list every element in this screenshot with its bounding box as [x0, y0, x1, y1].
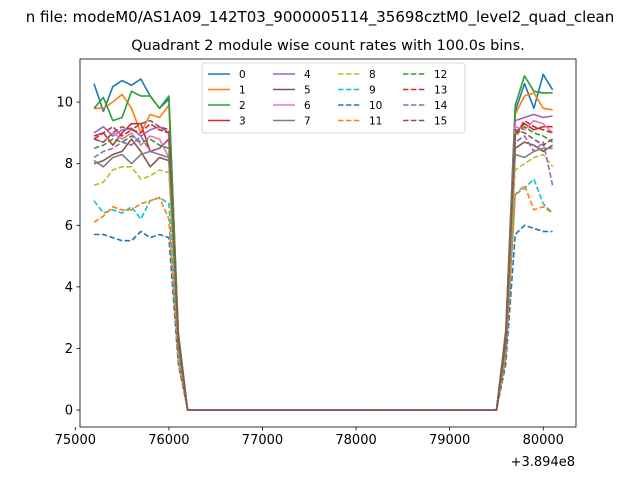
x-tick-label: 75000 — [55, 433, 96, 448]
y-axis: 0 2 4 6 8 10 — [56, 96, 80, 419]
x-offset-label: +3.894e8 — [511, 455, 575, 470]
y-tick-label: 4 — [65, 280, 73, 295]
legend-label-14: 14 — [434, 100, 448, 112]
legend-box — [201, 62, 466, 134]
y-tick-label: 10 — [56, 96, 73, 111]
legend-label-0: 0 — [239, 69, 246, 81]
legend-label-10: 10 — [369, 100, 382, 112]
x-tick-label: 78000 — [335, 433, 376, 448]
y-tick-label: 8 — [65, 157, 73, 172]
legend-label-12: 12 — [434, 69, 447, 81]
series-line-15 — [93, 119, 554, 411]
axes-frame — [79, 58, 577, 428]
legend-label-13: 13 — [434, 85, 447, 97]
legend-label-8: 8 — [369, 69, 376, 81]
legend-label-4: 4 — [304, 69, 311, 81]
plot-area — [79, 58, 577, 428]
x-tick-label: 76000 — [148, 433, 189, 448]
x-tick-label: 77000 — [242, 433, 283, 448]
y-tick-label: 2 — [65, 342, 73, 357]
x-tick-label: 80000 — [523, 433, 564, 448]
legend-label-11: 11 — [369, 116, 382, 128]
legend-label-9: 9 — [369, 85, 376, 97]
legend-label-1: 1 — [239, 85, 246, 97]
legend-label-7: 7 — [304, 116, 311, 128]
chart-title: Quadrant 2 module wise count rates with … — [131, 38, 525, 54]
legend-label-5: 5 — [304, 85, 311, 97]
x-axis: 75000 76000 77000 78000 79000 80000 — [55, 427, 564, 448]
y-tick-label: 0 — [65, 404, 73, 419]
y-tick-label: 6 — [65, 219, 73, 234]
legend-label-6: 6 — [304, 100, 311, 112]
figure-suptitle: n file: modeM0/AS1A09_142T03_9000005114_… — [26, 8, 615, 27]
legend-label-2: 2 — [239, 100, 246, 112]
legend-label-3: 3 — [239, 116, 246, 128]
x-tick-label: 79000 — [429, 433, 470, 448]
legend-label-15: 15 — [434, 116, 447, 128]
